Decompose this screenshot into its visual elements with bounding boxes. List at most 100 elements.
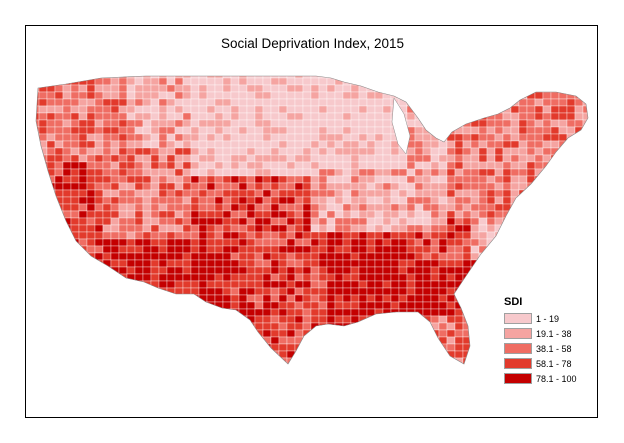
county-cell xyxy=(118,189,128,198)
county-cell xyxy=(406,357,416,364)
county-cell xyxy=(159,372,167,379)
county-cell xyxy=(198,189,208,198)
county-cell xyxy=(446,210,456,219)
county-cell xyxy=(382,119,392,128)
county-cell xyxy=(342,84,352,93)
county-cell xyxy=(374,266,384,275)
county-cell xyxy=(222,168,232,177)
county-cell xyxy=(63,386,71,393)
county-cell xyxy=(366,343,376,352)
county-cell xyxy=(430,329,440,338)
county-cell xyxy=(46,287,56,296)
county-cell xyxy=(174,217,184,226)
county-cell xyxy=(390,168,400,177)
county-cell xyxy=(70,266,80,275)
county-cell xyxy=(494,76,504,79)
county-cell xyxy=(134,259,144,268)
county-cell xyxy=(518,280,528,289)
county-cell xyxy=(374,308,384,317)
county-cell xyxy=(462,259,472,268)
county-cell xyxy=(134,175,144,184)
county-cell xyxy=(575,386,583,393)
county-cell xyxy=(110,252,120,261)
county-cell xyxy=(518,147,528,156)
county-cell xyxy=(262,196,272,205)
county-cell xyxy=(534,140,544,149)
county-cell xyxy=(38,84,48,93)
county-cell xyxy=(102,252,112,261)
county-cell xyxy=(270,280,280,289)
county-cell xyxy=(47,372,55,379)
county-cell xyxy=(286,196,296,205)
county-cell xyxy=(502,77,512,86)
county-cell xyxy=(230,343,240,352)
county-cell xyxy=(158,357,168,364)
county-cell xyxy=(247,372,255,379)
county-cell xyxy=(54,105,64,114)
county-cell xyxy=(246,273,256,282)
county-cell xyxy=(294,224,304,233)
county-cell xyxy=(46,322,56,331)
county-cell xyxy=(230,329,240,338)
county-cell xyxy=(278,119,288,128)
county-cell xyxy=(159,386,167,393)
county-cell xyxy=(182,112,192,121)
county-cell xyxy=(326,294,336,303)
county-cell xyxy=(54,175,64,184)
county-cell xyxy=(591,218,597,225)
county-cell xyxy=(87,386,95,393)
county-cell xyxy=(398,168,408,177)
county-cell xyxy=(78,76,88,79)
county-cell xyxy=(478,189,488,198)
county-cell xyxy=(254,196,264,205)
county-cell xyxy=(198,133,208,142)
county-cell xyxy=(110,322,120,331)
county-cell xyxy=(286,84,296,93)
county-cell xyxy=(174,329,184,338)
county-cell xyxy=(118,322,128,331)
county-cell xyxy=(47,365,55,372)
legend-item: 58.1 - 78 xyxy=(504,357,594,370)
county-cell xyxy=(191,379,199,386)
county-cell xyxy=(502,196,512,205)
county-cell xyxy=(574,231,584,240)
county-cell xyxy=(470,91,480,100)
county-cell xyxy=(542,133,552,142)
county-cell xyxy=(430,154,440,163)
county-cell xyxy=(214,91,224,100)
county-cell xyxy=(415,365,423,372)
county-cell xyxy=(422,84,432,93)
county-cell xyxy=(142,266,152,275)
county-cell xyxy=(462,140,472,149)
county-cell xyxy=(175,386,183,393)
county-cell xyxy=(110,287,120,296)
county-cell xyxy=(526,133,536,142)
county-cell xyxy=(94,357,104,364)
county-cell xyxy=(174,301,184,310)
county-cell xyxy=(334,168,344,177)
county-cell xyxy=(102,336,112,345)
county-cell xyxy=(142,196,152,205)
county-cell xyxy=(102,287,112,296)
county-cell xyxy=(358,154,368,163)
county-cell xyxy=(414,77,424,86)
county-cell xyxy=(254,343,264,352)
county-cell xyxy=(119,386,127,393)
county-cell xyxy=(342,210,352,219)
county-cell xyxy=(582,147,588,156)
county-cell xyxy=(46,280,56,289)
county-cell xyxy=(558,252,568,261)
county-cell xyxy=(54,231,64,240)
county-cell xyxy=(462,252,472,261)
county-cell xyxy=(294,161,304,170)
county-cell xyxy=(166,126,176,135)
county-cell xyxy=(310,252,320,261)
county-cell xyxy=(71,372,79,379)
county-cell xyxy=(542,119,552,128)
county-cell xyxy=(518,168,528,177)
county-cell xyxy=(518,84,528,93)
county-cell xyxy=(46,196,56,205)
county-cell xyxy=(406,322,416,331)
county-cell xyxy=(382,217,392,226)
county-cell xyxy=(350,140,360,149)
